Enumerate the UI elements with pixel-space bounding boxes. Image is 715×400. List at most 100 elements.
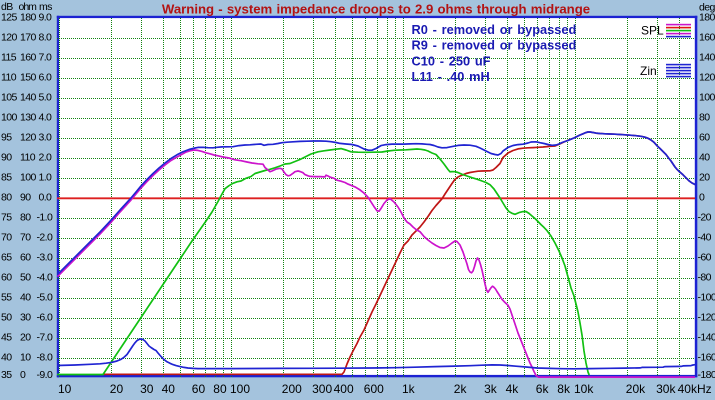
svg-text:40: 40 (1, 352, 12, 364)
svg-text:180: 180 (699, 12, 715, 24)
svg-text:80: 80 (699, 112, 710, 124)
svg-text:35: 35 (1, 369, 12, 381)
svg-text:140: 140 (20, 92, 36, 104)
svg-text:10k: 10k (574, 382, 594, 396)
svg-text:60: 60 (192, 382, 206, 396)
svg-text:-8.0: -8.0 (37, 352, 53, 364)
svg-text:2k: 2k (454, 382, 468, 396)
svg-text:60: 60 (699, 132, 710, 144)
svg-text:170: 170 (20, 32, 36, 44)
svg-text:0: 0 (699, 192, 705, 204)
svg-text:1.0: 1.0 (39, 172, 53, 184)
svg-text:2.0: 2.0 (39, 152, 53, 164)
svg-text:75: 75 (1, 212, 12, 224)
svg-text:100: 100 (20, 172, 36, 184)
svg-text:-3.0: -3.0 (37, 252, 53, 264)
svg-text:80: 80 (20, 212, 31, 224)
svg-text:600: 600 (364, 382, 384, 396)
svg-text:-160: -160 (698, 352, 715, 364)
svg-text:R9 - removed or bypassed: R9 - removed or bypassed (412, 38, 577, 53)
svg-text:0: 0 (20, 369, 26, 381)
svg-text:200: 200 (282, 382, 302, 396)
svg-text:140: 140 (699, 52, 715, 64)
svg-text:-5.0: -5.0 (37, 292, 53, 304)
svg-text:55: 55 (1, 292, 12, 304)
svg-text:1k: 1k (402, 382, 416, 396)
svg-text:30k: 30k (656, 382, 676, 396)
svg-text:70: 70 (20, 232, 31, 244)
svg-text:90: 90 (20, 192, 31, 204)
svg-text:10: 10 (58, 382, 72, 396)
svg-text:-2.0: -2.0 (37, 232, 53, 244)
svg-text:-60: -60 (698, 252, 712, 264)
svg-text:60: 60 (20, 252, 31, 264)
svg-text:180: 180 (20, 12, 36, 24)
svg-text:40: 40 (162, 382, 176, 396)
svg-text:115: 115 (1, 52, 17, 64)
svg-text:ms: ms (39, 1, 52, 13)
svg-text:10: 10 (20, 352, 31, 364)
svg-text:-4.0: -4.0 (37, 272, 53, 284)
svg-text:7.0: 7.0 (39, 52, 53, 64)
svg-text:100: 100 (1, 112, 17, 124)
svg-text:-9.0: -9.0 (37, 369, 53, 381)
svg-text:R0 - removed or bypassed: R0 - removed or bypassed (412, 22, 577, 37)
svg-text:100: 100 (230, 382, 250, 396)
svg-text:5.0: 5.0 (39, 92, 53, 104)
svg-text:20k: 20k (626, 382, 646, 396)
svg-text:dB: dB (1, 1, 13, 13)
svg-text:-120: -120 (698, 312, 715, 324)
svg-text:110: 110 (20, 152, 36, 164)
svg-text:Zin: Zin (640, 64, 657, 78)
svg-text:50: 50 (1, 312, 12, 324)
svg-text:160: 160 (20, 52, 36, 64)
svg-text:40: 40 (20, 292, 31, 304)
svg-text:-7.0: -7.0 (37, 332, 53, 344)
svg-text:30: 30 (140, 382, 154, 396)
svg-text:-20: -20 (698, 212, 712, 224)
svg-text:-180: -180 (698, 369, 715, 381)
svg-text:65: 65 (1, 252, 12, 264)
svg-text:3k: 3k (484, 382, 498, 396)
svg-text:20: 20 (20, 332, 31, 344)
svg-text:85: 85 (1, 172, 12, 184)
svg-text:-80: -80 (698, 272, 712, 284)
svg-text:-40: -40 (698, 232, 712, 244)
svg-text:-1.0: -1.0 (37, 212, 53, 224)
svg-text:70: 70 (1, 232, 12, 244)
svg-text:20: 20 (699, 172, 710, 184)
svg-text:6.0: 6.0 (39, 72, 53, 84)
svg-text:90: 90 (1, 152, 12, 164)
svg-text:4k: 4k (506, 382, 520, 396)
svg-text:-100: -100 (698, 292, 715, 304)
svg-text:ohm: ohm (19, 1, 38, 13)
svg-text:80: 80 (1, 192, 12, 204)
svg-text:80: 80 (213, 382, 227, 396)
svg-text:L11 - .40 mH: L11 - .40 mH (412, 69, 490, 84)
svg-text:9.0: 9.0 (39, 12, 53, 24)
svg-text:Warning - system impedance dro: Warning - system impedance droops to 2.9… (162, 2, 590, 17)
svg-text:-140: -140 (698, 332, 715, 344)
svg-text:160: 160 (699, 32, 715, 44)
svg-text:60: 60 (1, 272, 12, 284)
svg-text:-6.0: -6.0 (37, 312, 53, 324)
svg-text:120: 120 (20, 132, 36, 144)
svg-text:130: 130 (20, 112, 36, 124)
svg-text:105: 105 (1, 92, 17, 104)
svg-text:8k: 8k (557, 382, 571, 396)
svg-text:110: 110 (1, 72, 17, 84)
svg-text:20: 20 (110, 382, 124, 396)
svg-text:SPL: SPL (641, 24, 664, 38)
svg-text:300: 300 (312, 382, 332, 396)
svg-text:0.0: 0.0 (39, 192, 53, 204)
svg-text:95: 95 (1, 132, 12, 144)
svg-text:150: 150 (20, 72, 36, 84)
svg-text:40kHz: 40kHz (678, 382, 712, 396)
svg-text:4.0: 4.0 (39, 112, 53, 124)
svg-text:120: 120 (699, 72, 715, 84)
svg-text:8.0: 8.0 (39, 32, 53, 44)
svg-text:120: 120 (1, 32, 17, 44)
svg-text:deg: deg (699, 2, 715, 14)
svg-text:50: 50 (20, 272, 31, 284)
svg-text:45: 45 (1, 332, 12, 344)
